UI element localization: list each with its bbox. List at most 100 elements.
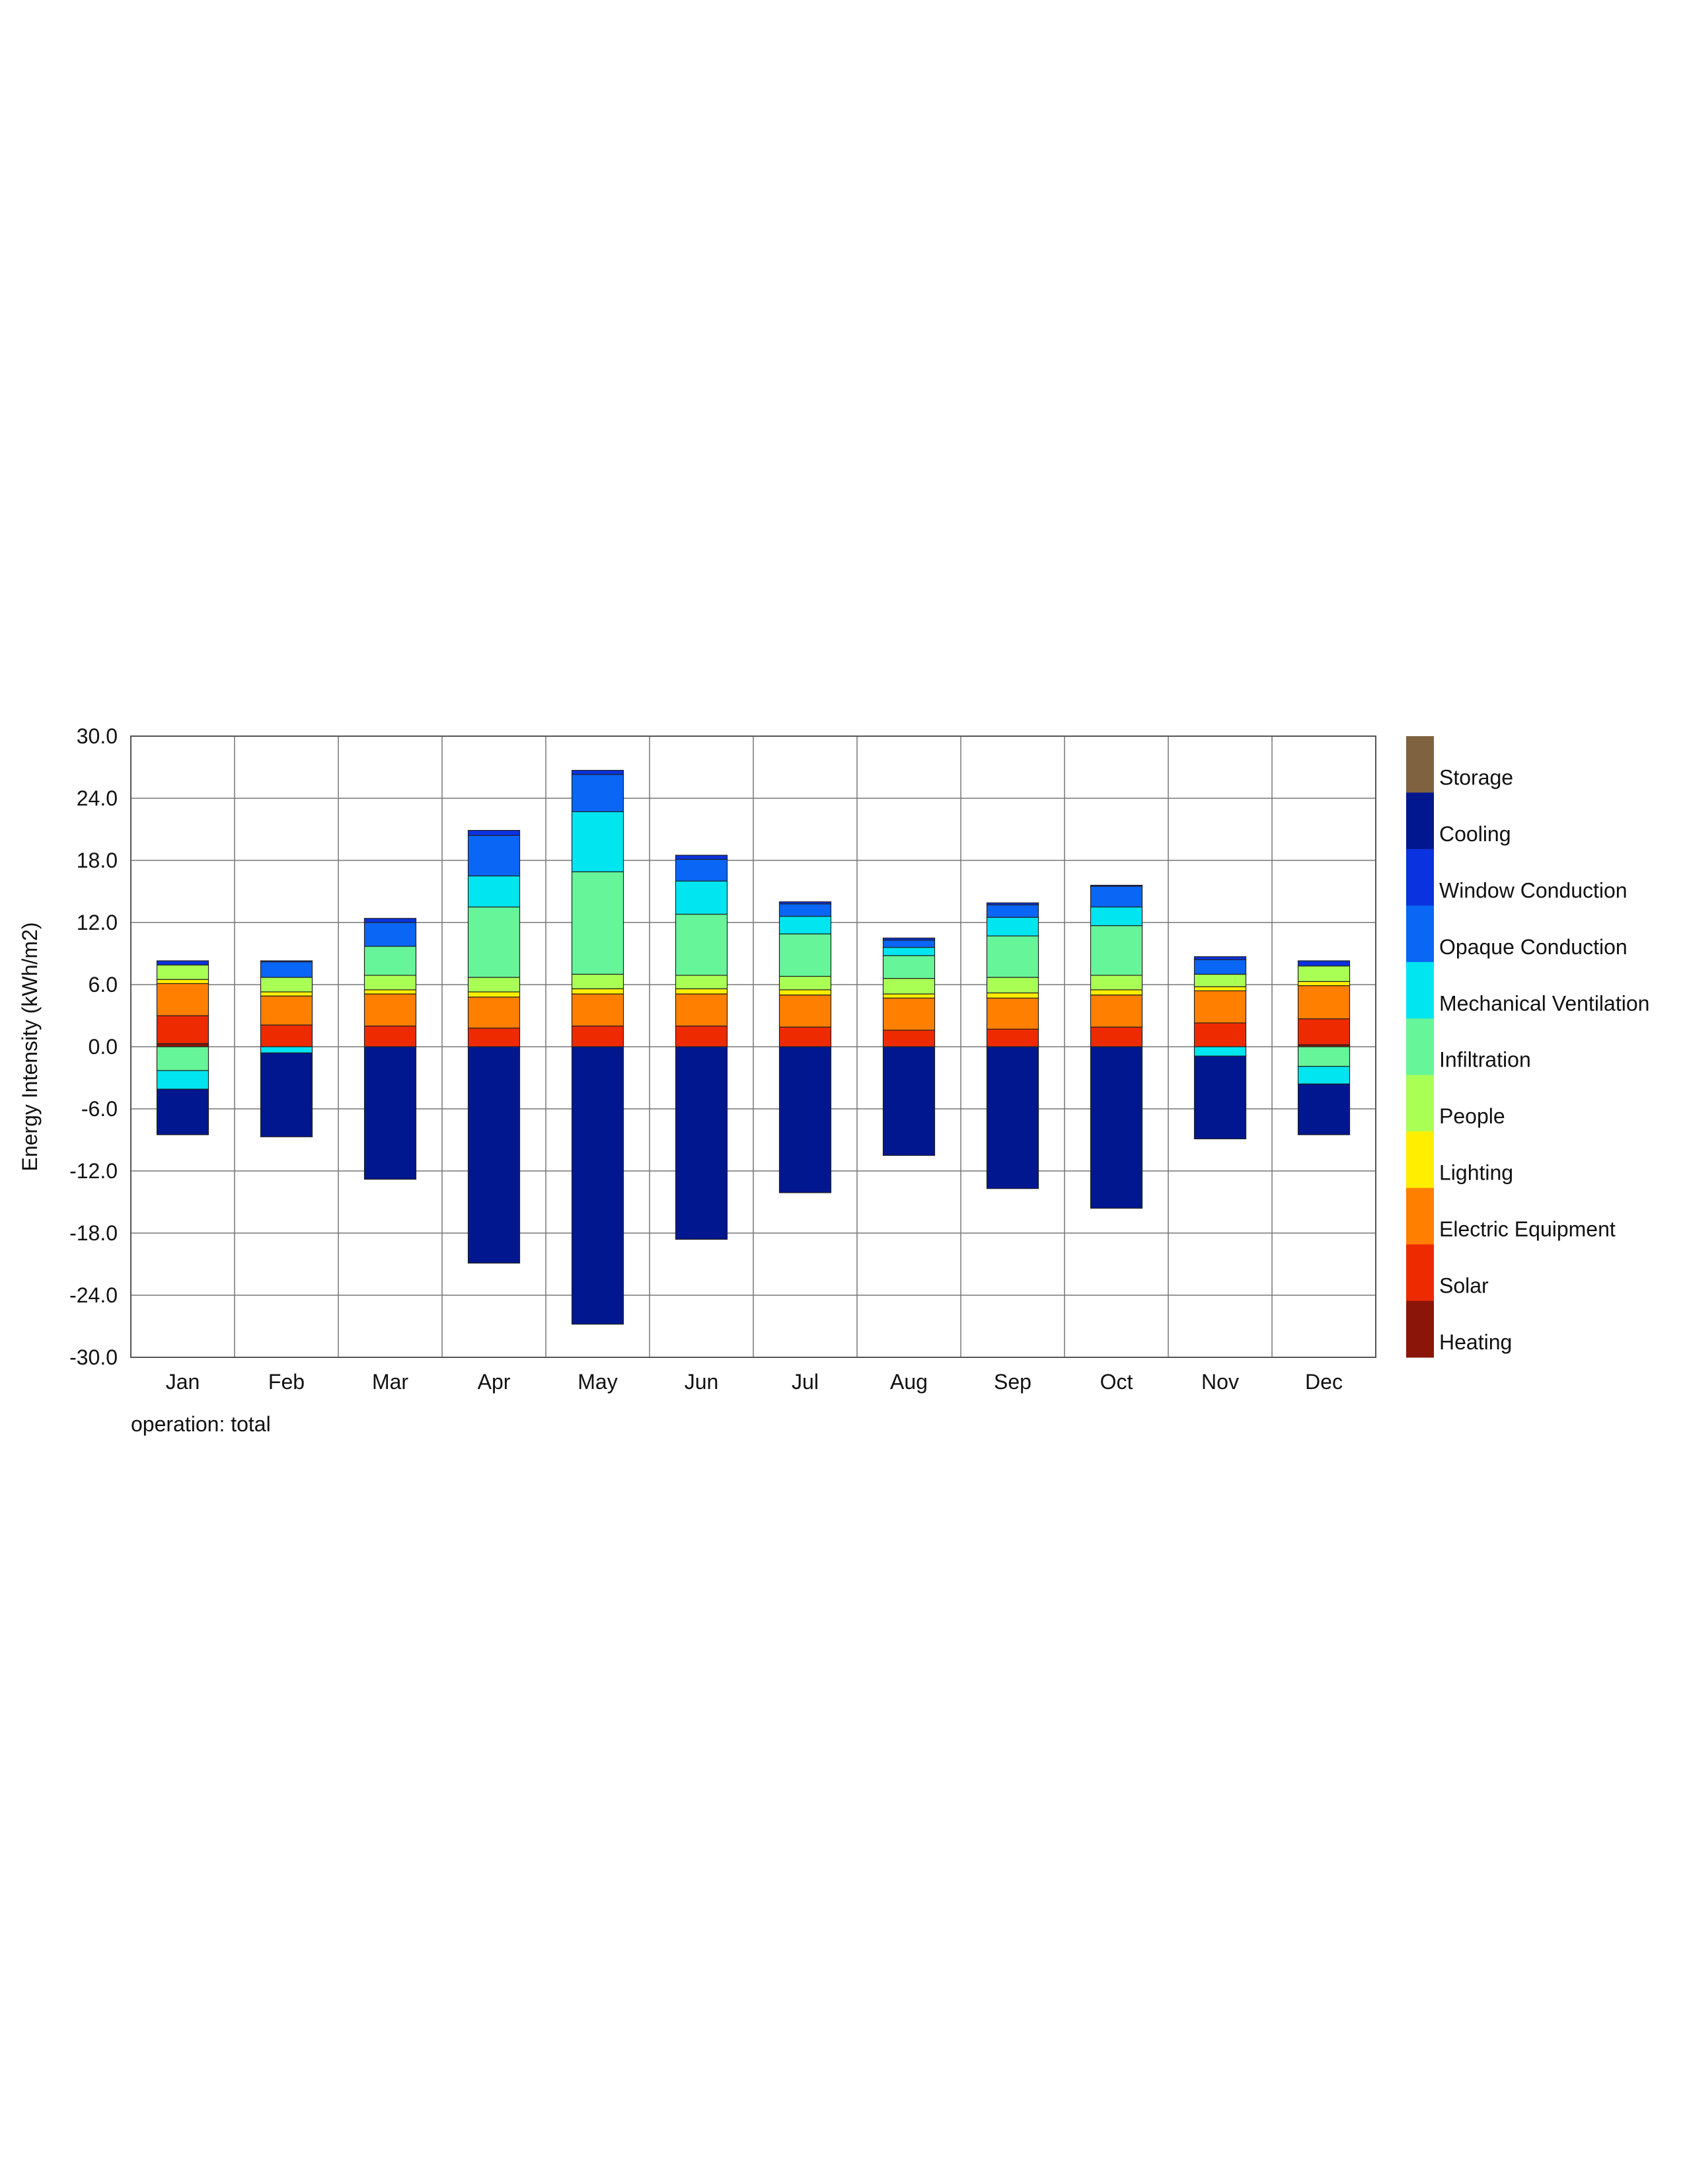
legend-swatch-people xyxy=(1406,1074,1434,1132)
bar-segment-dec-electric-equipment xyxy=(1297,985,1351,1020)
x-tick-label: Jul xyxy=(792,1370,819,1394)
bar-segment-jul-window-conduction xyxy=(778,901,832,905)
y-tick-label: 12.0 xyxy=(77,911,118,934)
bar-segment-nov-opaque-conduction xyxy=(1193,959,1247,975)
bar-segment-aug-lighting xyxy=(882,993,936,998)
bar-segment-apr-solar xyxy=(467,1028,521,1047)
x-tick-label: Sep xyxy=(994,1370,1031,1394)
bar-segment-oct-people xyxy=(1090,975,1143,991)
bar-segment-oct-cooling xyxy=(1090,1046,1143,1209)
chart-footnote: operation: total xyxy=(131,1412,271,1436)
bar-segment-jul-lighting xyxy=(778,989,832,996)
bar-segment-mar-window-conduction xyxy=(363,918,417,923)
bar-segment-mar-electric-equipment xyxy=(363,993,417,1027)
bar-segment-jan-lighting xyxy=(156,979,209,985)
bar-segment-sep-people xyxy=(986,977,1039,994)
x-tick-label: Nov xyxy=(1201,1370,1239,1394)
bar-segment-nov-cooling xyxy=(1193,1055,1247,1140)
bar-segment-may-opaque-conduction xyxy=(571,774,624,812)
bar-segment-jun-cooling xyxy=(675,1046,728,1240)
bar-segment-may-infiltration xyxy=(571,871,624,975)
bar-segment-aug-mechanical-ventilation xyxy=(882,946,936,956)
y-tick-label: -30.0 xyxy=(69,1345,118,1369)
bar-segment-sep-solar xyxy=(986,1028,1039,1047)
bar-segment-oct-mechanical-ventilation xyxy=(1090,906,1143,926)
bar-segment-feb-people xyxy=(260,977,313,993)
bar-segment-aug-cooling xyxy=(882,1046,936,1156)
bar-segment-may-cooling xyxy=(571,1046,624,1325)
legend-swatch-heating xyxy=(1406,1300,1434,1358)
bar-segment-jul-mechanical-ventilation xyxy=(778,915,832,934)
y-tick-label: -24.0 xyxy=(69,1283,118,1307)
bar-segment-feb-lighting xyxy=(260,991,313,997)
x-tick-label: Jun xyxy=(685,1370,719,1394)
bar-segment-apr-lighting xyxy=(467,991,521,998)
bar-segment-mar-lighting xyxy=(363,989,417,995)
y-tick-label: 6.0 xyxy=(89,973,118,997)
bar-segment-dec-lighting xyxy=(1297,981,1351,987)
legend: Storage Cooling Window Conduction Opaque Co… xyxy=(1406,736,1649,1358)
bar-segment-nov-mechanical-ventilation xyxy=(1193,1046,1247,1057)
bar-segment-jan-cooling xyxy=(156,1088,209,1135)
bar-segment-mar-people xyxy=(363,975,417,991)
y-tick-label: -6.0 xyxy=(81,1097,118,1121)
bar-segment-jan-mechanical-ventilation xyxy=(156,1070,209,1090)
bar-segment-jun-electric-equipment xyxy=(675,993,728,1027)
x-tick-label: Jan xyxy=(166,1370,200,1394)
bar-segment-sep-infiltration xyxy=(986,935,1039,978)
bar-segment-mar-cooling xyxy=(363,1046,417,1180)
legend-swatch-infiltration xyxy=(1406,1018,1434,1076)
y-axis-ticks: 30.0 24.0 18.0 12.0 6.0 0.0 -6.0 -12.0 -18.0 -24.… xyxy=(69,724,118,1369)
x-tick-label: Mar xyxy=(372,1370,408,1394)
bar-segment-sep-window-conduction xyxy=(986,902,1039,905)
legend-swatch-cooling xyxy=(1406,792,1434,850)
legend-swatch-mechanical-ventilation xyxy=(1406,961,1434,1019)
bar-segment-may-window-conduction xyxy=(571,770,624,775)
bar-segment-jul-electric-equipment xyxy=(778,995,832,1028)
y-tick-label: -18.0 xyxy=(69,1221,118,1245)
bar-segment-jan-window-conduction xyxy=(156,960,209,965)
x-tick-label: Aug xyxy=(890,1370,928,1394)
bar-segment-jun-people xyxy=(675,975,728,989)
y-tick-label: 18.0 xyxy=(77,848,118,872)
bar-segment-oct-window-conduction xyxy=(1090,884,1143,887)
legend-swatch-storage xyxy=(1406,736,1434,793)
bar-segment-aug-opaque-conduction xyxy=(882,940,936,948)
bar-segment-jul-opaque-conduction xyxy=(778,903,832,917)
bar-segment-apr-infiltration xyxy=(467,906,521,978)
bar-segment-dec-people xyxy=(1297,965,1351,982)
bar-segment-dec-solar xyxy=(1297,1018,1351,1045)
bar-segment-apr-opaque-conduction xyxy=(467,835,521,877)
grid xyxy=(131,735,1376,1358)
bar-segment-jun-solar xyxy=(675,1026,728,1047)
legend-swatch-electric-equipment xyxy=(1406,1187,1434,1245)
y-tick-label: 24.0 xyxy=(77,786,118,810)
bar-segment-nov-window-conduction xyxy=(1193,956,1247,960)
legend-label-people: People xyxy=(1439,1104,1505,1128)
bar-segment-oct-opaque-conduction xyxy=(1090,885,1143,908)
bar-segment-may-lighting xyxy=(571,988,624,995)
bar-segment-jul-cooling xyxy=(778,1046,832,1193)
bar-segment-oct-solar xyxy=(1090,1026,1143,1047)
bar-segment-sep-mechanical-ventilation xyxy=(986,917,1039,936)
legend-label-storage: Storage xyxy=(1439,765,1513,789)
bar-segment-apr-people xyxy=(467,977,521,993)
bar-segment-jun-lighting xyxy=(675,988,728,995)
legend-label-lighting: Lighting xyxy=(1439,1161,1513,1185)
y-tick-label: 30.0 xyxy=(77,724,118,748)
bar-segment-jun-infiltration xyxy=(675,913,728,976)
bar-segment-oct-lighting xyxy=(1090,989,1143,996)
bar-segment-aug-people xyxy=(882,977,936,995)
bar-segment-jan-people xyxy=(156,964,209,980)
x-axis-ticks: Jan Feb Mar Apr May Jun Jul Aug Sep Oct Nov Dec xyxy=(166,1370,1343,1394)
x-tick-label: Feb xyxy=(268,1370,305,1394)
legend-label-infiltration: Infiltration xyxy=(1439,1048,1531,1072)
bar-segment-may-people xyxy=(571,973,624,989)
legend-label-heating: Heating xyxy=(1439,1330,1512,1354)
bar-segment-dec-mechanical-ventilation xyxy=(1297,1066,1351,1085)
bar-segment-feb-cooling xyxy=(260,1052,313,1137)
bar-segment-dec-cooling xyxy=(1297,1083,1351,1135)
legend-swatch-solar xyxy=(1406,1244,1434,1302)
bar-segment-nov-lighting xyxy=(1193,986,1247,991)
